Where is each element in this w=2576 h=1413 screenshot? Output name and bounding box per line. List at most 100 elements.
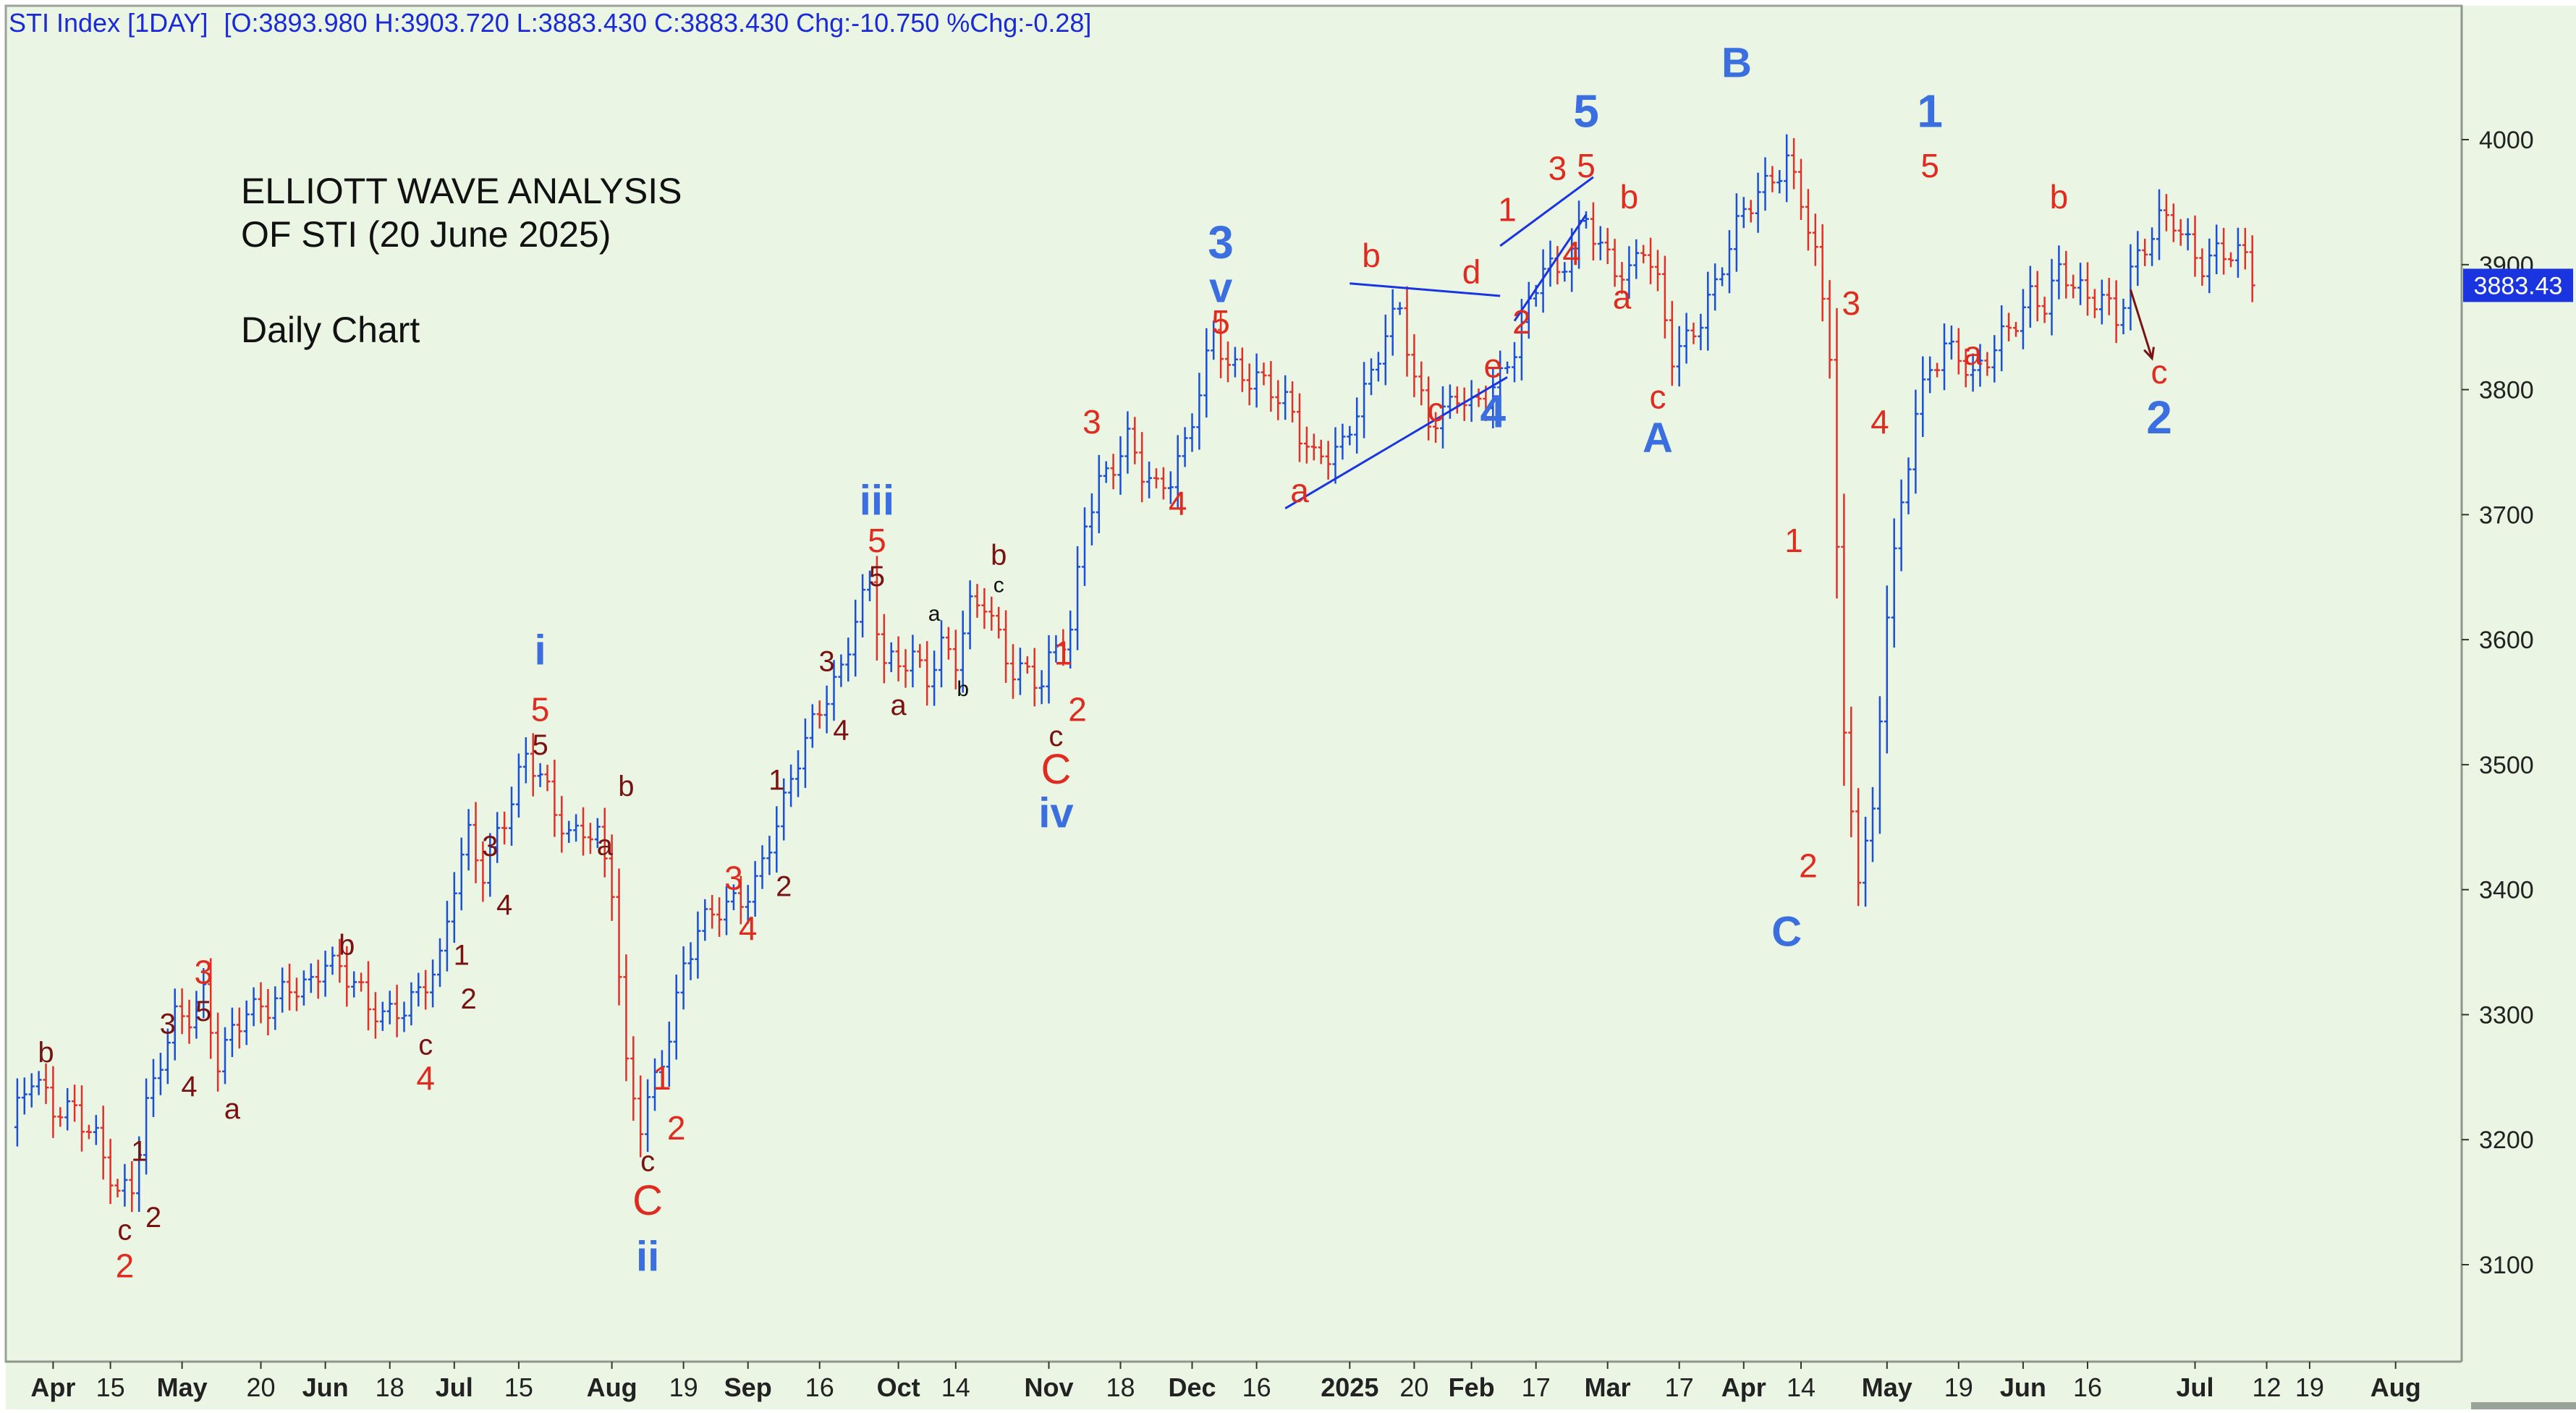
ohlc-bar bbox=[1031, 648, 1038, 707]
ohlc-bar bbox=[988, 596, 995, 631]
ohlc-bar bbox=[737, 875, 744, 925]
ohlc-bar bbox=[1920, 356, 1926, 438]
ohlc-bar bbox=[1884, 585, 1890, 754]
wave-label: c bbox=[418, 1030, 433, 1061]
ohlc-bar bbox=[1196, 373, 1203, 450]
ohlc-bar bbox=[2156, 189, 2162, 260]
ohlc-bar bbox=[2056, 245, 2062, 300]
ohlc-bar bbox=[788, 764, 795, 807]
ohlc-bar bbox=[1167, 471, 1174, 504]
wave-label: 2 bbox=[145, 1202, 161, 1234]
ohlc-bar bbox=[1934, 362, 1941, 378]
ohlc-bar bbox=[816, 700, 823, 729]
ohlc-bar bbox=[1160, 467, 1166, 500]
ohlc-bar bbox=[2006, 313, 2012, 341]
plot-area bbox=[4, 4, 2463, 1363]
ohlc-bar bbox=[1805, 189, 1811, 251]
wave-label: 3 bbox=[724, 860, 743, 897]
ohlc-bar bbox=[1132, 417, 1138, 464]
ohlc-bar bbox=[1146, 461, 1153, 498]
wave-label: 1 bbox=[1784, 522, 1803, 559]
wave-label: 5 bbox=[531, 690, 550, 728]
ohlc-bar bbox=[745, 885, 751, 924]
ohlc-bar bbox=[1153, 468, 1159, 489]
ohlc-bar bbox=[1174, 435, 1181, 509]
ohlc-bar bbox=[1984, 352, 1991, 376]
ohlc-bar bbox=[258, 982, 264, 1024]
ohlc-bar bbox=[981, 587, 988, 629]
price-tick-label: 3600 bbox=[2479, 627, 2534, 654]
ohlc-bar bbox=[1604, 228, 1611, 264]
ohlc-bar bbox=[408, 982, 415, 1026]
ohlc-bar bbox=[72, 1085, 78, 1122]
ohlc-bar bbox=[1819, 224, 1826, 322]
wave-label: A bbox=[1643, 415, 1673, 462]
ohlc-bar bbox=[2020, 289, 2026, 349]
ohlc-bar bbox=[1562, 262, 1568, 282]
date-tick-label: Aug bbox=[587, 1372, 637, 1402]
ohlc-bar bbox=[2199, 248, 2206, 286]
ohlc-bar bbox=[1719, 267, 1726, 287]
ohlc-bar bbox=[1733, 193, 1740, 272]
ohlc-bar bbox=[501, 811, 508, 845]
ohlc-bar bbox=[1297, 393, 1302, 462]
price-tick-label: 3500 bbox=[2479, 752, 2534, 779]
ohlc-bar bbox=[1863, 816, 1869, 907]
ohlc-bar bbox=[601, 807, 608, 878]
wave-label: 1 bbox=[454, 939, 470, 971]
ohlc-bar bbox=[1433, 412, 1439, 444]
ohlc-bar bbox=[21, 1077, 27, 1115]
date-tick-label: 17 bbox=[1522, 1372, 1551, 1402]
wave-label: 1 bbox=[1498, 190, 1517, 228]
ohlc-bar bbox=[1347, 425, 1353, 446]
ohlc-bar bbox=[1088, 493, 1095, 546]
ohlc-bar bbox=[537, 763, 543, 787]
ohlc-bar bbox=[522, 737, 529, 784]
wave-label: a bbox=[597, 829, 614, 861]
wave-label: c bbox=[640, 1145, 655, 1177]
ohlc-bar bbox=[129, 1160, 135, 1213]
last-price-tag-background bbox=[2463, 268, 2573, 302]
ohlc-bar bbox=[1060, 629, 1067, 666]
diagonal-upper-line bbox=[1499, 176, 1594, 247]
time-axis-background bbox=[6, 1362, 2576, 1409]
wave-label: 3 bbox=[195, 953, 213, 990]
ohlc-bar bbox=[1740, 197, 1747, 229]
ohlc-bar bbox=[79, 1085, 85, 1152]
wave-label: C bbox=[632, 1177, 663, 1224]
ohlc-bar bbox=[637, 1075, 644, 1158]
wave-label: 5 bbox=[868, 522, 886, 559]
ohlc-bar bbox=[2192, 215, 2198, 277]
ohlc-bar bbox=[881, 614, 887, 684]
ohlc-bar bbox=[1139, 432, 1145, 503]
ohlc-bar bbox=[609, 834, 615, 921]
wave-label: 3 bbox=[160, 1008, 176, 1040]
wave-label: 3 bbox=[1208, 216, 1234, 268]
scroll-handle[interactable] bbox=[2471, 1402, 2576, 1409]
ohlc-bar bbox=[2163, 194, 2169, 232]
ohlc-bar bbox=[860, 574, 866, 638]
ohlc-bar bbox=[136, 1136, 143, 1213]
ohlc-bar bbox=[179, 988, 185, 1035]
ohlc-bar bbox=[2106, 278, 2112, 315]
ohlc-bar bbox=[2249, 235, 2255, 302]
wave-label: 5 bbox=[1577, 147, 1596, 184]
ohlc-bar bbox=[1211, 321, 1217, 360]
ohlc-bar bbox=[809, 704, 815, 748]
ohlc-bar bbox=[379, 1001, 386, 1031]
diagonal-lower-line bbox=[1513, 213, 1588, 322]
date-tick-label: Nov bbox=[1024, 1372, 1073, 1402]
wave-label: b bbox=[1362, 237, 1381, 274]
wave-label: a bbox=[1964, 334, 1983, 372]
wave-label: B bbox=[1721, 40, 1752, 87]
wave-label: c bbox=[993, 573, 1004, 597]
wave-label: 4 bbox=[1870, 403, 1889, 441]
ohlc-bar bbox=[709, 895, 716, 929]
ohlc-bar bbox=[1962, 348, 1969, 388]
ohlc-bar bbox=[1375, 352, 1381, 382]
wave-label: 4 bbox=[739, 909, 758, 947]
ohlc-bar bbox=[2170, 203, 2177, 242]
ohlc-bar bbox=[14, 1078, 20, 1147]
wave-label: 1 bbox=[768, 764, 784, 796]
